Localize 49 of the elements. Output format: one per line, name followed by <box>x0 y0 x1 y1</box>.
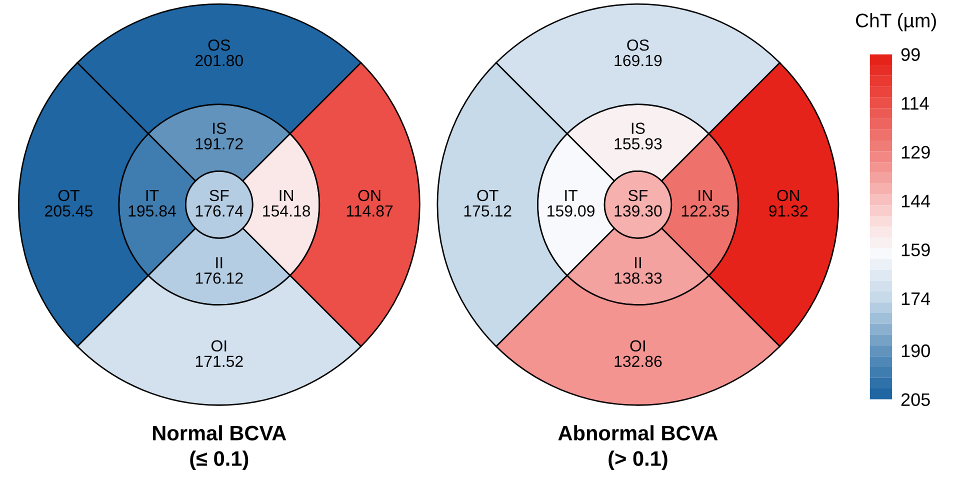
category-label: ON <box>358 190 380 202</box>
color-bar-title: ChT (µm) <box>856 13 936 32</box>
text: 99 <box>901 48 920 61</box>
category-label: OT <box>58 190 80 202</box>
text: (≤ 0.1) <box>190 450 248 470</box>
data-label: 191.72 <box>196 138 243 150</box>
category-label: IN <box>280 190 294 201</box>
category-label: SF <box>628 190 648 202</box>
category-label: II <box>635 257 641 268</box>
text: 144 <box>902 194 930 208</box>
text: 174 <box>902 292 930 305</box>
data-label: 132.86 <box>614 356 662 368</box>
text: Normal BCVA <box>153 425 286 440</box>
category-label: IT <box>146 190 159 201</box>
data-label: 122.35 <box>682 205 729 217</box>
data-label: 114.87 <box>346 205 393 217</box>
category-label: OS <box>627 39 649 51</box>
text: 129 <box>902 146 930 159</box>
data-label: 91.32 <box>769 205 808 217</box>
text: 190 <box>902 344 930 358</box>
data-label: 195.84 <box>128 205 176 217</box>
text: Abnormal BCVA <box>558 425 718 440</box>
data-label: 154.18 <box>263 205 310 217</box>
data-label: 175.12 <box>464 205 512 217</box>
data-label: 205.45 <box>45 205 93 217</box>
text: 159 <box>902 244 930 256</box>
data-label: 176.12 <box>196 272 243 284</box>
category-label: OS <box>208 39 230 51</box>
data-label: 138.33 <box>614 272 662 284</box>
data-label: 169.19 <box>614 54 662 66</box>
category-label: IN <box>698 190 712 201</box>
category-label: ON <box>777 190 800 202</box>
data-label: 201.80 <box>196 54 243 66</box>
category-label: IT <box>565 190 578 201</box>
data-label: 159.09 <box>548 205 594 217</box>
data-label: 155.93 <box>614 138 662 150</box>
text: 114 <box>902 97 929 110</box>
data-label: 171.52 <box>196 356 243 368</box>
data-label: 176.74 <box>196 205 244 217</box>
text: 205 <box>901 393 930 406</box>
category-label: OI <box>211 340 226 352</box>
category-label: II <box>216 257 222 268</box>
category-label: IS <box>213 122 226 134</box>
category-label: SF <box>210 190 229 202</box>
category-label: OT <box>477 190 498 202</box>
text: (> 0.1) <box>608 450 668 470</box>
category-label: IS <box>632 122 645 134</box>
category-label: OI <box>630 340 645 352</box>
data-label: 139.30 <box>614 205 662 217</box>
